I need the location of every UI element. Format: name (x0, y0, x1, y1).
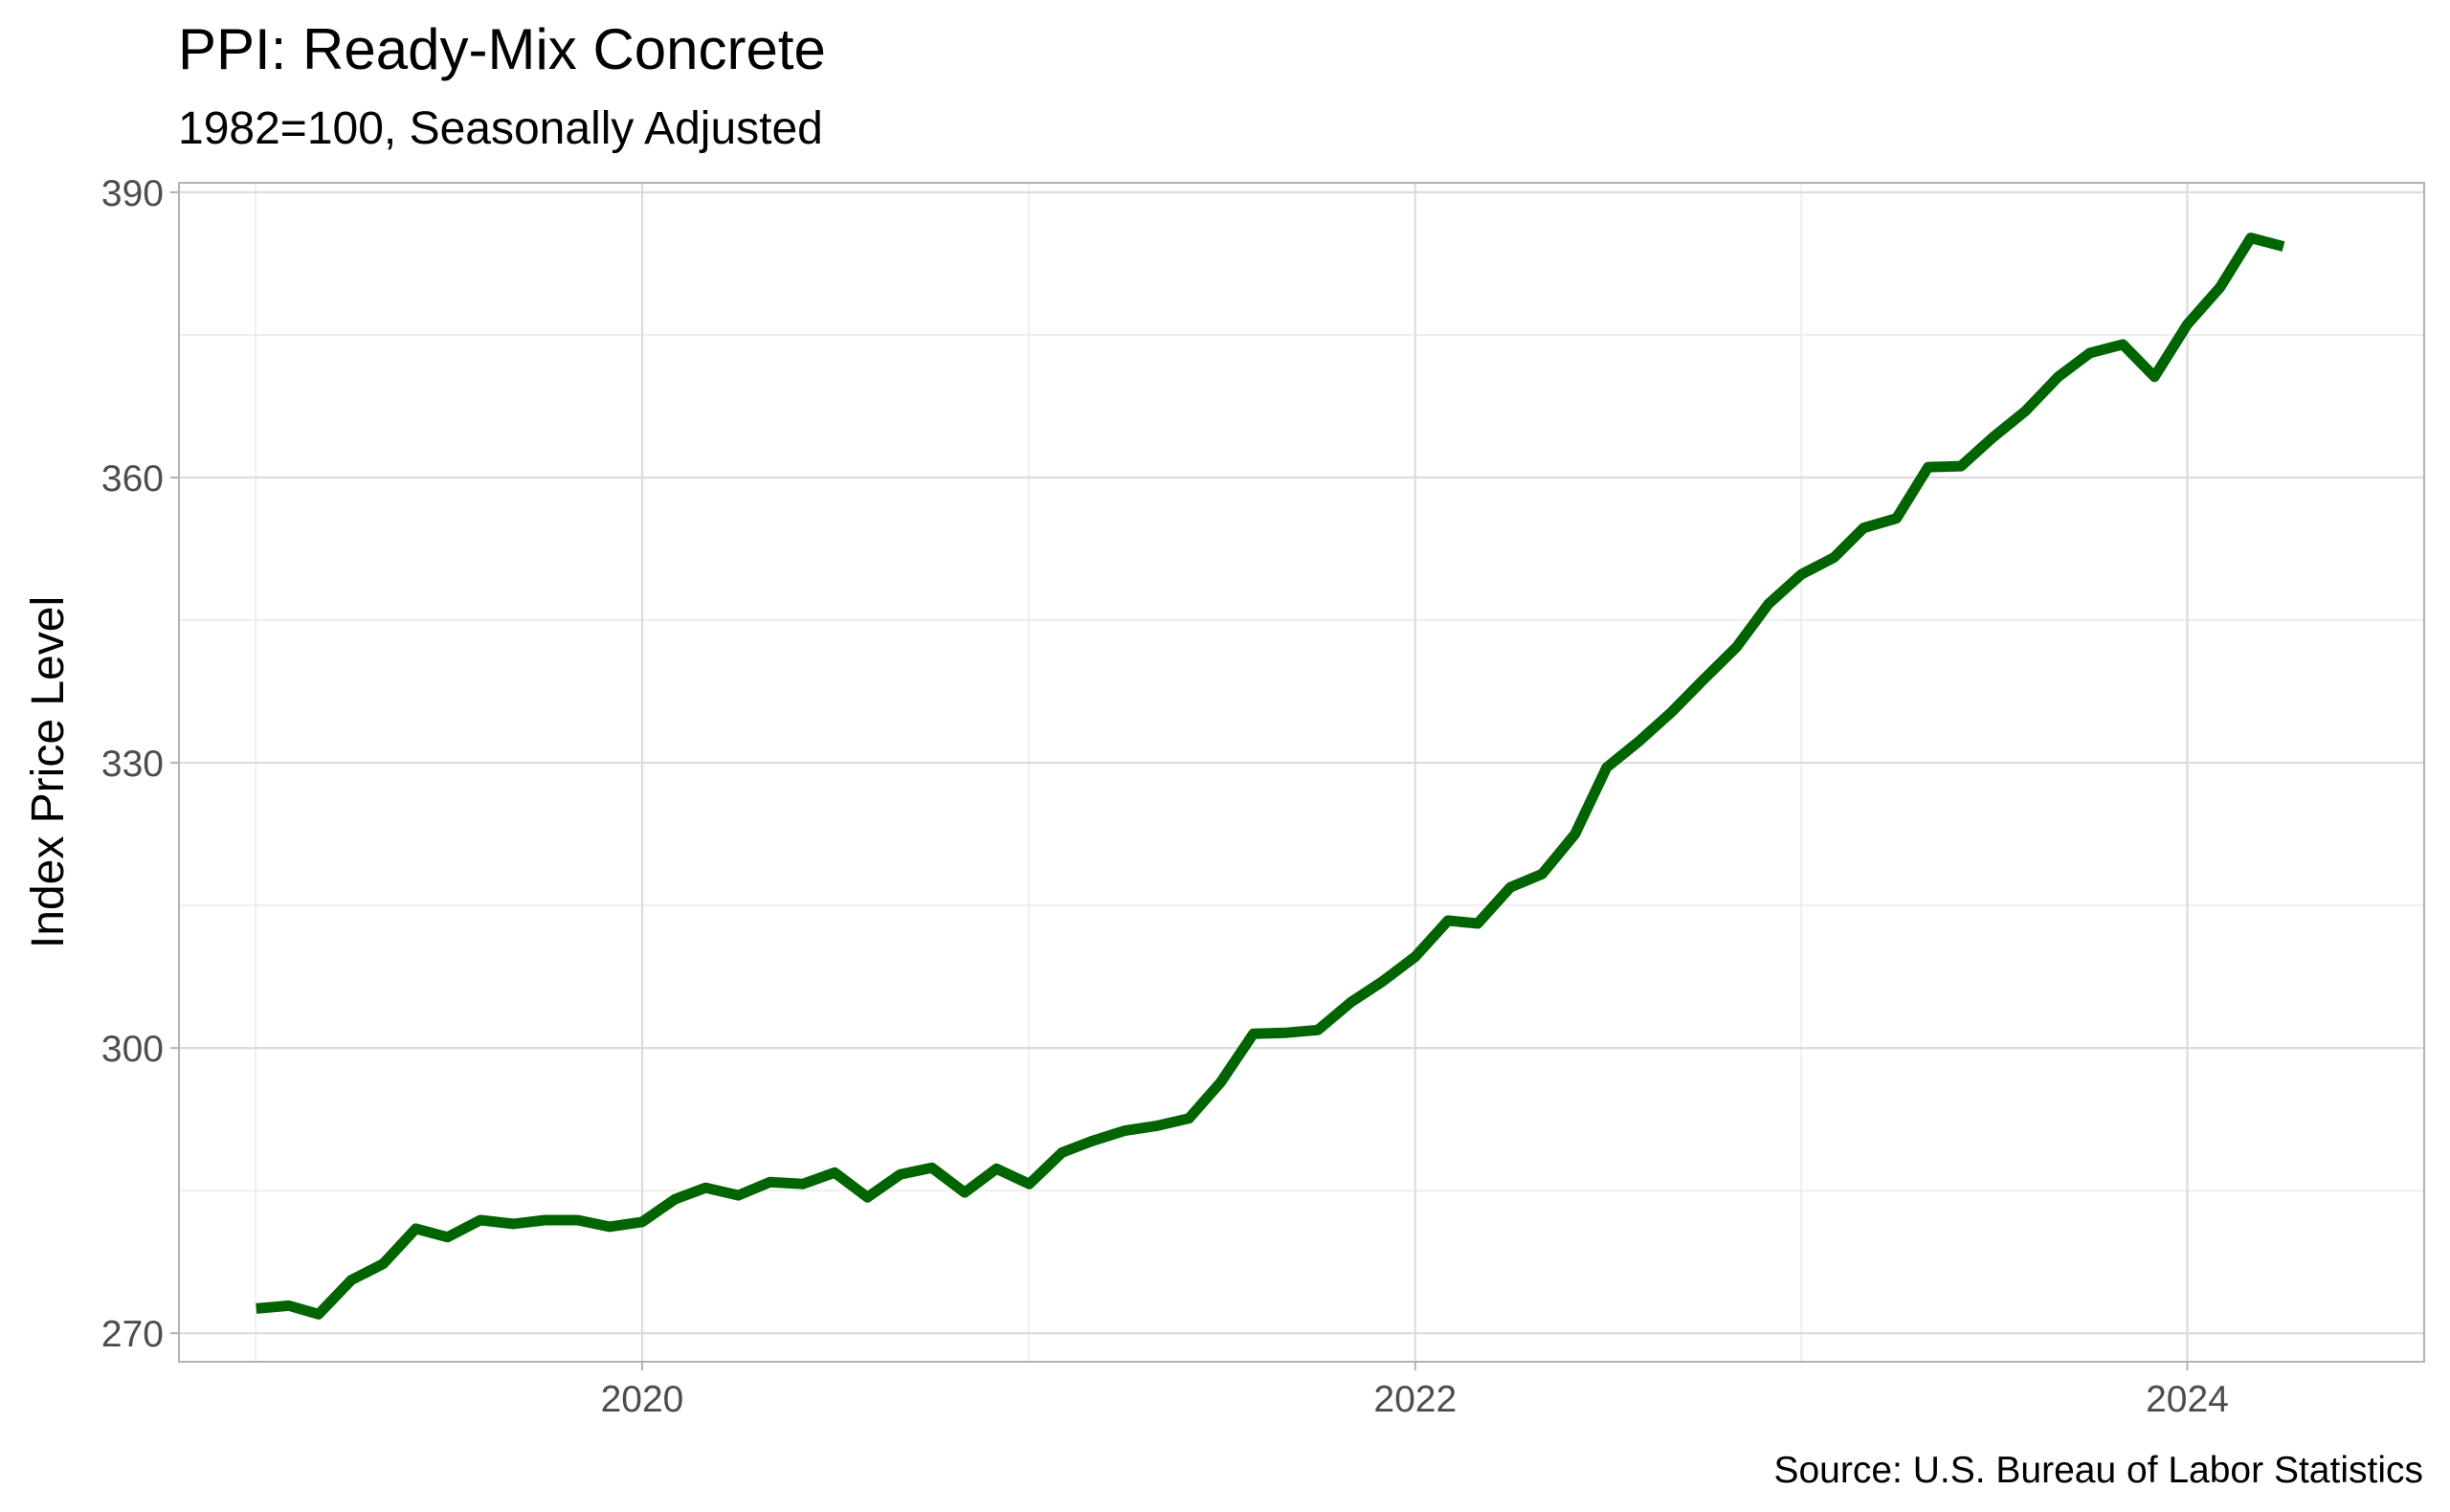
axis-ticks: 270 300 330 360 390 2020 2022 2024 (101, 173, 2229, 1420)
series-line (256, 233, 2285, 1320)
source-caption: Source: U.S. Bureau of Labor Statistics (1773, 1450, 2423, 1491)
y-tick-label: 270 (101, 1314, 164, 1355)
x-tick-label: 2024 (2146, 1379, 2229, 1420)
y-axis-title: Index Price Level (23, 596, 74, 948)
grid-lines (179, 183, 2424, 1362)
y-tick-label: 390 (101, 173, 164, 214)
y-tick-label: 300 (101, 1029, 164, 1070)
chart-title: PPI: Ready-Mix Concrete (178, 17, 826, 81)
chart-subtitle: 1982=100, Seasonally Adjusted (178, 103, 823, 154)
x-tick-label: 2020 (601, 1379, 684, 1420)
plot-panel-border (178, 182, 2425, 1363)
x-tick-label: 2022 (1373, 1379, 1457, 1420)
series-layer (256, 233, 2285, 1320)
y-tick-label: 330 (101, 744, 164, 785)
y-tick-label: 360 (101, 458, 164, 500)
